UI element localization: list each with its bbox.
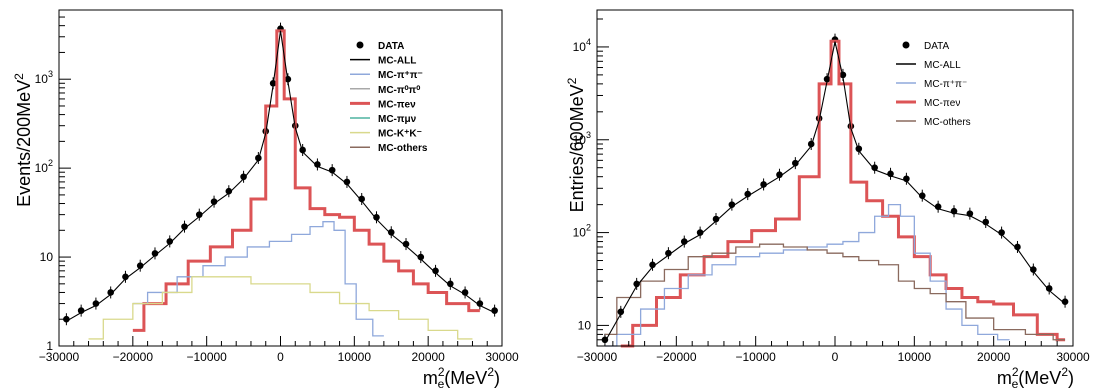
x-tick-label: −30000 (39, 350, 80, 364)
data-point (1014, 243, 1021, 251)
data-point (210, 198, 218, 205)
x-tick-label: −20000 (113, 350, 154, 364)
data-point (918, 192, 926, 199)
right-axes: −30000 −20000 −10000 0 10000 20000 30000 10 102 1… (573, 9, 1090, 364)
left-x-axis-label: m2 e(MeV2) (423, 365, 500, 390)
series-line (604, 243, 1066, 341)
x-tick-label: 30000 (485, 350, 519, 364)
plot-background (597, 10, 1073, 346)
x-tick-label: 0 (832, 350, 839, 364)
x-tick-label: 10000 (898, 350, 932, 364)
data-point (649, 261, 656, 269)
x-tick-label: −10000 (186, 350, 227, 364)
data-point (402, 240, 410, 248)
right-series-layer (601, 33, 1069, 348)
right-plot-area (597, 10, 1073, 346)
data-point (447, 280, 454, 288)
y-tick-label: 103 (35, 69, 53, 86)
legend-marker (356, 41, 364, 49)
series-line (132, 29, 480, 332)
series-line (88, 276, 473, 340)
mc-all-line (604, 41, 1066, 343)
x-tick-label: 0 (277, 350, 284, 364)
y-tick-label: 102 (35, 158, 53, 175)
legend-label: MC-others (378, 143, 428, 154)
data-point (998, 229, 1005, 236)
data-point (107, 289, 114, 296)
data-point (728, 201, 736, 208)
mc-all-line (66, 30, 495, 322)
legend-label: MC-πeν (924, 98, 960, 109)
data-point (314, 161, 321, 168)
data-point (358, 195, 366, 203)
data-point (136, 262, 144, 269)
legend-label: MC-πμν (378, 114, 417, 125)
data-point (633, 280, 640, 288)
data-point (240, 173, 247, 181)
legend-label: MC-K⁺K⁻ (378, 129, 422, 140)
legend-label: DATA (378, 41, 404, 52)
data-point (665, 249, 672, 257)
x-tick-label: 20000 (411, 350, 445, 364)
left-plot-area (59, 10, 502, 346)
data-point (195, 211, 203, 218)
legend-label: MC-π⁰π⁰ (378, 85, 420, 96)
data-point (871, 164, 878, 172)
left-y-axis-label: Events/200MeV2 (12, 73, 34, 207)
data-point (696, 229, 704, 236)
legend-label: MC-ALL (924, 60, 961, 71)
series-line (620, 39, 1066, 348)
data-point (151, 250, 159, 257)
data-point (387, 228, 395, 236)
right-chart: −30000 −20000 −10000 0 10000 20000 30000 10 102 1… (565, 9, 1090, 390)
data-point (491, 307, 498, 314)
right-legend: DATA MC-ALL MC-π⁺π⁻ MC-πeν MC-others (896, 41, 971, 128)
data-point (225, 187, 233, 195)
y-tick-label: 10 (578, 318, 592, 332)
data-point (476, 300, 484, 307)
x-tick-label: 10000 (338, 350, 372, 364)
left-legend: DATA MC-ALL MC-π⁺π⁻ MC-π⁰π⁰ MC-πeν MC-πμν MC-K… (350, 41, 428, 154)
data-point (1045, 285, 1053, 292)
x-tick-label: 20000 (977, 350, 1011, 364)
data-point (166, 238, 174, 245)
legend-marker (902, 41, 910, 49)
y-tick-label: 1 (46, 339, 53, 353)
left-chart: −30000 −20000 −10000 0 10000 20000 30000 1 10 102… (12, 9, 519, 390)
left-axes: −30000 −20000 −10000 0 10000 20000 30000 1 10 102… (35, 9, 519, 364)
x-tick-label: −30000 (577, 350, 618, 364)
x-tick-label: −20000 (656, 350, 697, 364)
data-point (343, 178, 351, 186)
data-point (181, 223, 188, 230)
data-point (934, 203, 942, 211)
legend-label: MC-π⁺π⁻ (924, 79, 967, 90)
legend-label: DATA (924, 41, 950, 52)
data-point (432, 267, 439, 275)
y-tick-label: 102 (573, 223, 591, 240)
data-point (92, 300, 100, 307)
legend-label: MC-others (924, 117, 971, 128)
data-point (712, 215, 720, 223)
data-point (417, 253, 425, 261)
x-tick-label: −10000 (735, 350, 776, 364)
left-series-layer (63, 22, 498, 340)
plot-background (59, 10, 502, 346)
right-x-axis-label: m2 e(MeV2) (997, 365, 1074, 390)
data-point (1030, 266, 1037, 273)
data-point (792, 159, 799, 167)
data-point (373, 214, 380, 221)
y-tick-label: 103 (573, 130, 591, 147)
data-point (1061, 298, 1069, 306)
data-point (776, 171, 783, 179)
legend-label: MC-πeν (378, 99, 416, 110)
x-tick-label: 30000 (1056, 350, 1090, 364)
y-tick-label: 104 (573, 37, 591, 54)
data-point (122, 273, 129, 281)
y-tick-label: 10 (40, 250, 54, 264)
right-y-axis-label: Entries/600MeV2 (565, 77, 587, 212)
legend-label: MC-ALL (378, 56, 416, 67)
legend-label: MC-π⁺π⁻ (378, 70, 423, 81)
